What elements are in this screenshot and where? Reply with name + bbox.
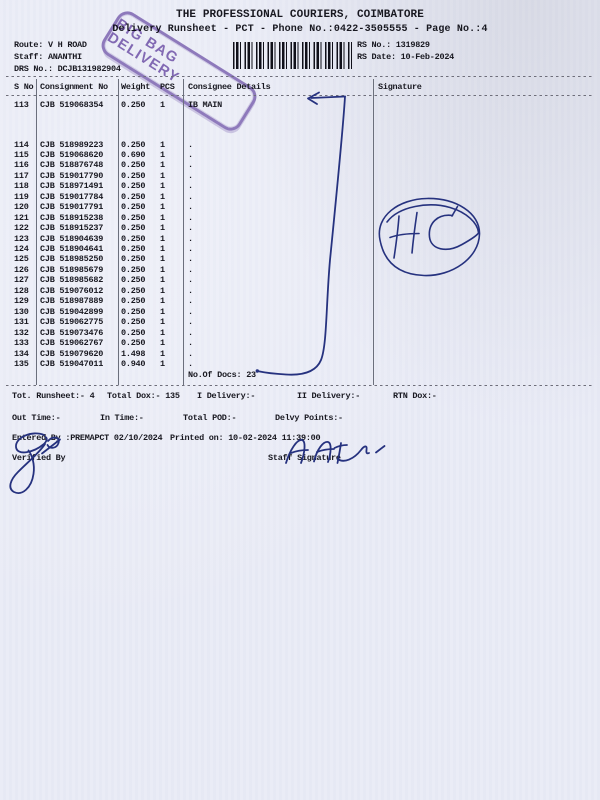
company-title: THE PROFESSIONAL COURIERS, COIMBATORE bbox=[176, 9, 424, 21]
table-header-row: S No Consignment No Weight PCS Consignee… bbox=[0, 82, 600, 93]
table-row: 114 CJB 518989223 0.250 1. bbox=[14, 139, 193, 150]
table-row: 133 CJB 519062767 0.250 1. bbox=[14, 338, 193, 349]
runsheet-barcode bbox=[233, 42, 352, 69]
rs-number: RS No.: 1319829 bbox=[357, 40, 430, 50]
col-divider-2 bbox=[118, 79, 119, 385]
col-divider-3 bbox=[183, 79, 184, 385]
table-row: 121 CJB 518915238 0.250 1. bbox=[14, 212, 193, 223]
col-header-details: Consignee Details bbox=[188, 82, 271, 92]
table-row: 119 CJB 519017784 0.250 1. bbox=[14, 191, 193, 202]
table-row: 126 CJB 518985679 0.250 1. bbox=[14, 264, 193, 275]
col-divider-1 bbox=[36, 79, 37, 385]
route-label: Route: V H ROAD bbox=[14, 40, 87, 50]
staff-signature-label: Staff Signature bbox=[268, 453, 341, 463]
verified-by-label: Verified By bbox=[12, 453, 66, 463]
table-row: 124 CJB 518904641 0.250 1. bbox=[14, 244, 193, 254]
rule-above-totals bbox=[6, 385, 594, 386]
rs-date: RS Date: 10-Feb-2024 bbox=[357, 52, 455, 62]
table-row: 131 CJB 519062775 0.250 1. bbox=[14, 317, 193, 328]
rule-top bbox=[6, 76, 594, 77]
table-row: 129 CJB 518987889 0.250 1. bbox=[14, 296, 193, 307]
table-row: 128 CJB 519076012 0.250 1. bbox=[14, 285, 193, 296]
table-row: 113 CJB 519068354 0.250 1 IB MAIN bbox=[14, 100, 222, 110]
table-row: 118 CJB 518971491 0.250 1. bbox=[14, 181, 193, 192]
table-row: 127 CJB 518985682 0.250 1. bbox=[14, 275, 193, 286]
table-row: 122 CJB 518915237 0.250 1. bbox=[14, 223, 193, 234]
runsheet-subtitle: Delivery Runsheet - PCT - Phone No.:0422… bbox=[112, 24, 488, 35]
printed-on: Printed on: 10-02-2024 11:39:00 bbox=[170, 433, 321, 443]
total-dox: Total Dox:- 135 bbox=[107, 391, 180, 401]
out-time: Out Time:- bbox=[12, 413, 61, 423]
rule-under-header bbox=[6, 95, 594, 96]
col-header-pcs: PCS bbox=[160, 82, 175, 92]
table-row: 134 CJB 519079620 1.498 1. bbox=[14, 348, 193, 359]
table-row: 125 CJB 518985250 0.250 1. bbox=[14, 254, 193, 265]
consignment-rows: 113 CJB 519068354 0.250 1 IB MAIN 114 CJB 5189… bbox=[0, 100, 600, 380]
first-delivery: I Delivery:- bbox=[197, 391, 256, 401]
table-row: 135 CJB 519047011 0.940 1. bbox=[14, 358, 193, 369]
col-header-signature: Signature bbox=[378, 82, 422, 92]
entered-by: Entered By :PREMAPCT 02/10/2024 bbox=[12, 433, 163, 443]
table-row: 120 CJB 519017791 0.250 1. bbox=[14, 202, 193, 213]
col-divider-4 bbox=[373, 79, 374, 385]
total-runsheet: Tot. Runsheet:- 4 bbox=[12, 391, 95, 401]
table-row: 116 CJB 518876748 0.250 1. bbox=[14, 160, 193, 171]
table-row: 130 CJB 519042899 0.250 1. bbox=[14, 306, 193, 317]
table-row: 115 CJB 519068620 0.690 1. bbox=[14, 149, 193, 160]
pen-tick-mark bbox=[375, 445, 386, 454]
total-pod: Total POD:- bbox=[183, 413, 237, 423]
docs-count-note: No.Of Docs: 23 bbox=[188, 370, 256, 380]
rtn-dox: RTN Dox:- bbox=[393, 391, 437, 401]
drs-number: DRS No.: DCJB131982904 bbox=[14, 64, 121, 74]
col-header-weight: Weight bbox=[121, 82, 151, 92]
table-row: 132 CJB 519073476 0.250 1. bbox=[14, 327, 193, 338]
table-row: 117 CJB 519017790 0.250 1. bbox=[14, 170, 193, 181]
second-delivery: II Delivery:- bbox=[297, 391, 361, 401]
col-header-sno: S No bbox=[14, 82, 34, 92]
col-header-consignment: Consignment No bbox=[40, 82, 108, 92]
in-time: In Time:- bbox=[100, 413, 144, 423]
staff-label: Staff: ANANTHI bbox=[14, 52, 82, 62]
delvy-points: Delvy Points:- bbox=[275, 413, 343, 423]
table-row: 123 CJB 518904639 0.250 1. bbox=[14, 233, 193, 244]
